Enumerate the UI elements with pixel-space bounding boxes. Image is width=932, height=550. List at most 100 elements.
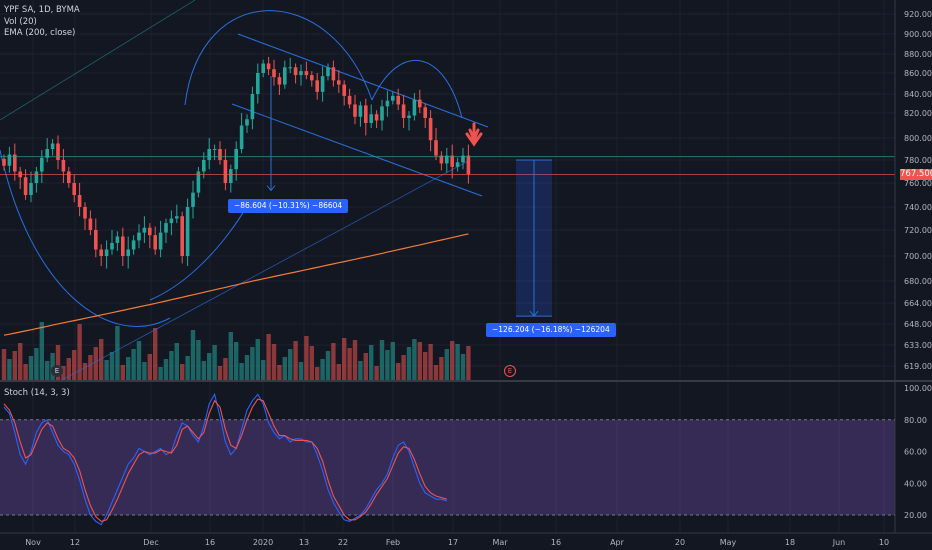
- candle-body: [407, 115, 411, 118]
- candle-body: [450, 155, 454, 167]
- volume-bar: [352, 340, 358, 381]
- price-tick-label: 800.000: [904, 134, 932, 143]
- volume-bar: [293, 341, 298, 381]
- candle-body: [358, 105, 363, 117]
- volume-bar: [250, 347, 255, 381]
- time-tick-label: 16: [551, 538, 561, 547]
- time-tick-label: 22: [338, 538, 348, 547]
- candle-body: [40, 157, 44, 172]
- candle-body: [326, 67, 330, 77]
- volume-bar: [104, 360, 109, 381]
- volume-bar: [66, 358, 71, 381]
- candle-body: [374, 114, 379, 121]
- earnings-marker-2[interactable]: E: [504, 365, 516, 377]
- volume-bar: [212, 345, 217, 381]
- volume-legend[interactable]: Vol (20): [4, 17, 37, 27]
- earnings-marker-1[interactable]: E: [51, 365, 63, 377]
- candle-body: [110, 243, 114, 250]
- candle-body: [331, 67, 336, 81]
- volume-bar: [396, 363, 401, 381]
- candle-body: [212, 149, 217, 150]
- time-tick-label: 18: [785, 538, 795, 547]
- candle-body: [61, 160, 66, 172]
- last-price-tag: 767.500: [900, 169, 932, 180]
- candle-body: [229, 169, 233, 183]
- volume-bar: [77, 324, 82, 381]
- candle-body: [67, 171, 71, 183]
- volume-bars: [1, 322, 471, 381]
- volume-bar: [261, 360, 266, 381]
- stoch-tick-label: 60.00: [904, 448, 927, 457]
- candle-body: [320, 76, 325, 92]
- price-axis[interactable]: 920.000 900.000 880.000 860.000 840.000 820.0…: [904, 10, 932, 371]
- candle-body: [45, 149, 49, 158]
- candle-body: [439, 155, 444, 164]
- candle-body: [310, 75, 314, 81]
- volume-bar: [109, 352, 115, 381]
- volume-bar: [342, 338, 347, 381]
- time-tick-label: Apr: [610, 538, 625, 547]
- volume-bar: [1, 349, 7, 381]
- price-tick-label: 619.000: [904, 362, 932, 371]
- volume-bar: [201, 361, 206, 381]
- volume-bar: [390, 342, 395, 381]
- volume-bar: [7, 359, 12, 381]
- volume-bar: [288, 349, 293, 381]
- candle-body: [391, 95, 395, 101]
- ema-legend[interactable]: EMA (200, close): [4, 28, 76, 38]
- measure-label-1[interactable]: −86.604 (−10.31%) −86604: [228, 199, 349, 213]
- candlesticks: [0, 56, 895, 269]
- candle-body: [337, 80, 341, 85]
- candle-body: [23, 177, 28, 195]
- volume-bar: [169, 351, 174, 381]
- volume-bar: [271, 344, 277, 381]
- volume-bar: [115, 326, 120, 381]
- volume-bar: [412, 339, 417, 381]
- candle-body: [175, 216, 179, 219]
- time-tick-label: May: [720, 538, 737, 547]
- candle-body: [180, 216, 184, 256]
- volume-bar: [142, 362, 147, 381]
- volume-bar: [136, 341, 142, 381]
- volume-bar: [174, 343, 179, 381]
- volume-bar: [153, 328, 158, 381]
- volume-bar: [385, 350, 390, 381]
- volume-bar: [363, 353, 368, 381]
- symbol-legend[interactable]: YPF SA, 1D, BYMA: [4, 5, 80, 15]
- volume-bar: [450, 341, 455, 381]
- candle-body: [461, 155, 465, 163]
- candle-body: [418, 99, 422, 108]
- time-tick-label: 16: [205, 538, 215, 547]
- volume-bar: [401, 355, 406, 381]
- stoch-axis[interactable]: 100.00 80.00 60.00 40.00 20.00: [0, 384, 932, 520]
- stoch-tick-label: 20.00: [904, 511, 927, 520]
- stoch-legend[interactable]: Stoch (14, 3, 3): [4, 388, 70, 398]
- volume-bar: [433, 365, 439, 381]
- candle-body: [288, 67, 292, 69]
- volume-bar: [325, 351, 331, 381]
- candle-body: [169, 218, 174, 224]
- candle-body: [185, 207, 190, 256]
- time-tick-label: Dec: [143, 538, 158, 547]
- stoch-band: [0, 419, 895, 516]
- volume-bar: [417, 342, 422, 381]
- candle-body: [396, 95, 400, 105]
- volume-bar: [255, 339, 260, 381]
- candle-body: [104, 249, 109, 256]
- time-axis[interactable]: Nov 12 Dec 16 2020 13 22 Feb 17 Mar 16 Apr 20 May 18 Ju…: [25, 538, 889, 547]
- time-tick-label: 13: [299, 538, 309, 547]
- candle-body: [126, 249, 130, 256]
- volume-bar: [460, 354, 466, 381]
- volume-bar: [309, 346, 314, 381]
- volume-bar: [93, 347, 98, 381]
- candle-body: [99, 249, 103, 256]
- volume-bar: [120, 365, 125, 381]
- volume-bar: [88, 355, 93, 381]
- price-tick-label: 900.000: [904, 30, 932, 39]
- measure-label-2[interactable]: −126.204 (−16.18%) −126204: [486, 323, 616, 337]
- price-tick-label: 780.000: [904, 156, 932, 165]
- candle-body: [234, 149, 238, 170]
- volume-bar: [180, 364, 185, 381]
- channel-bottom: [231, 103, 483, 197]
